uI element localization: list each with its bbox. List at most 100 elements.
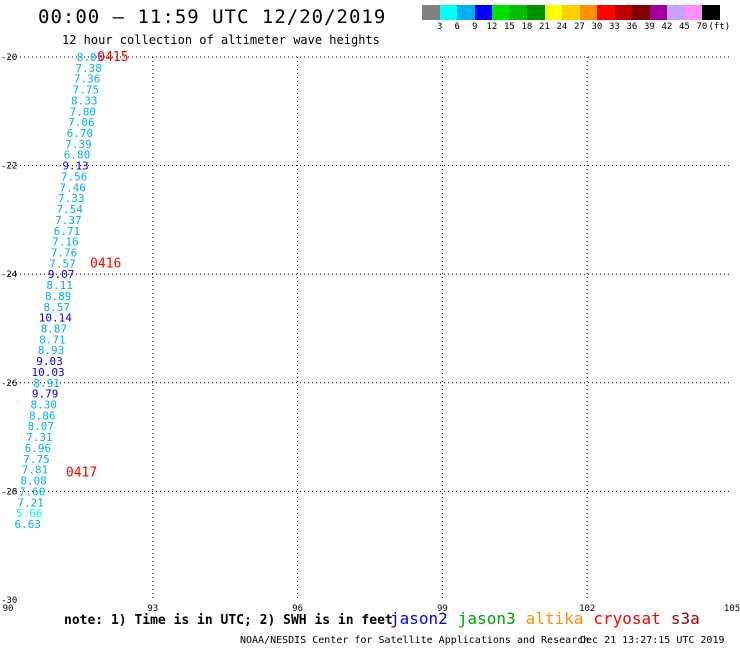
- wave-height-value: 8.71: [39, 333, 66, 346]
- wave-height-value: 7.57: [49, 257, 76, 270]
- wave-height-value: 8.91: [33, 377, 60, 390]
- wave-height-value: 7.16: [52, 236, 79, 249]
- satellite-cryosat: cryosat: [593, 609, 661, 628]
- legend-swatch: [614, 5, 632, 20]
- legend-label: 21: [539, 22, 550, 32]
- x-tick-label: 102: [579, 604, 595, 614]
- legend-label: 9: [472, 22, 478, 32]
- legend-label: 12: [486, 22, 498, 32]
- legend-swatch: [597, 5, 615, 20]
- wave-height-value: 9.13: [62, 160, 89, 173]
- footer-note: note: 1) Time is in UTC; 2) SWH is in fe…: [64, 613, 393, 628]
- wave-height-value: 8.07: [28, 420, 55, 433]
- wave-height-value: 7.38: [75, 62, 102, 75]
- legend-swatch: [474, 5, 492, 20]
- wave-height-value: 8.30: [30, 399, 57, 412]
- satellite-legend: jason2 jason3 altika cryosat s3a: [390, 609, 710, 628]
- legend-label: 18: [521, 22, 533, 32]
- wave-height-value: 8.05: [77, 51, 104, 64]
- wave-height-value: 7.46: [59, 181, 86, 194]
- wave-height-value: 9.79: [32, 388, 59, 401]
- wave-height-value: 7.39: [65, 138, 92, 151]
- legend-swatch: [632, 5, 650, 20]
- wave-height-value: 6.80: [64, 149, 91, 162]
- legend-label: 24: [556, 22, 568, 32]
- y-tick-label: -20: [1, 53, 17, 63]
- x-tick-label: 90: [3, 604, 14, 614]
- legend-swatch: [544, 5, 562, 20]
- wave-height-value: 7.60: [19, 485, 46, 498]
- wave-height-value: 7.80: [70, 105, 97, 118]
- wave-height-value: 7.76: [51, 246, 78, 259]
- wave-height-value: 5.66: [16, 507, 43, 520]
- legend-label: 27: [574, 22, 585, 32]
- wave-height-value: 7.36: [74, 73, 101, 86]
- page-title: 00:00 — 11:59 UTC 12/20/2019: [38, 6, 387, 28]
- wave-height-value: 7.21: [17, 496, 44, 509]
- legend-label: 42: [661, 22, 673, 32]
- wave-height-value: 7.75: [23, 453, 50, 466]
- legend-swatch: [579, 5, 597, 20]
- legend-swatch: [527, 5, 545, 20]
- x-tick-label: 99: [437, 604, 448, 614]
- legend-label: 70: [696, 22, 708, 32]
- pass-time-label: 0417: [66, 465, 97, 480]
- legend-label: 6: [454, 22, 460, 32]
- legend-label: 15: [504, 22, 515, 32]
- x-tick-label: 93: [147, 604, 158, 614]
- wave-height-value: 7.54: [57, 203, 84, 216]
- wave-height-value: 6.71: [54, 225, 81, 238]
- wave-height-value: 8.11: [46, 279, 73, 292]
- wave-height-value: 9.07: [48, 268, 75, 281]
- legend-swatch: [439, 5, 457, 20]
- footer-credit: NOAA/NESDIS Center for Satellite Applica…: [240, 635, 590, 646]
- legend-swatch: [457, 5, 475, 20]
- satellite-s3a: s3a: [670, 609, 700, 628]
- wave-height-value: 8.08: [20, 475, 47, 488]
- wave-height-value: 6.96: [25, 442, 52, 455]
- wave-height-value: 8.93: [38, 344, 65, 357]
- y-tick-label: -30: [1, 596, 17, 606]
- wave-height-value: 8.89: [45, 290, 72, 303]
- wave-height-value: 9.03: [36, 355, 63, 368]
- legend-swatch: [509, 5, 527, 20]
- wave-height-value: 6.63: [15, 518, 42, 531]
- x-tick-label: 96: [292, 604, 303, 614]
- wave-height-value: 7.33: [58, 192, 85, 205]
- y-tick-label: -22: [1, 162, 17, 172]
- wave-height-value: 7.31: [26, 431, 53, 444]
- footer-timestamp: Dec 21 13:27:15 UTC 2019: [580, 635, 725, 646]
- wave-height-value: 8.57: [43, 301, 70, 314]
- color-legend-labels: 3 6 9 12 15 18 21 24 27 30 33 36 39 42 45 70 (ft): [422, 22, 740, 34]
- legend-label: 33: [609, 22, 620, 32]
- wave-height-value: 7.81: [22, 464, 49, 477]
- satellite-altika: altika: [525, 609, 584, 628]
- legend-swatch: [684, 5, 702, 20]
- wave-height-value: 7.56: [61, 170, 88, 183]
- wave-height-value: 7.06: [68, 116, 95, 129]
- legend-swatch: [562, 5, 580, 20]
- y-tick-label: -24: [1, 270, 17, 280]
- color-legend: [422, 5, 720, 20]
- wave-height-value: 8.87: [41, 323, 68, 336]
- legend-swatch: [667, 5, 685, 20]
- wave-height-value: 8.33: [71, 94, 98, 107]
- legend-label: (ft): [708, 22, 731, 32]
- wave-height-value: 7.75: [72, 84, 99, 97]
- page-subtitle: 12 hour collection of altimeter wave hei…: [62, 33, 380, 47]
- x-tick-label: 105: [724, 604, 740, 614]
- wave-height-value: 10.03: [31, 366, 64, 379]
- legend-label: 39: [644, 22, 655, 32]
- legend-swatch: [649, 5, 667, 20]
- wave-height-value: 7.37: [55, 214, 82, 227]
- legend-swatch: [422, 5, 440, 20]
- satellite-jason3: jason3: [457, 609, 516, 628]
- wave-height-value: 8.86: [29, 409, 56, 422]
- y-tick-label: -26: [1, 379, 17, 389]
- wave-height-value: 10.14: [39, 312, 72, 325]
- legend-label: 3: [437, 22, 443, 32]
- wave-height-value: 6.70: [67, 127, 94, 140]
- satellite-jason2: jason2: [390, 609, 448, 628]
- pass-time-label: 0415: [97, 50, 128, 65]
